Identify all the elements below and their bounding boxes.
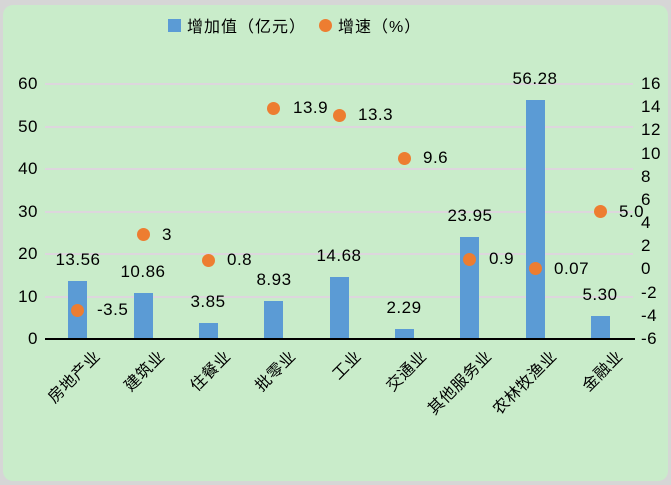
bar — [330, 277, 349, 339]
data-point — [594, 205, 607, 218]
bar-value-label: 56.28 — [512, 69, 558, 88]
y-axis-right-tick-label: -2 — [641, 282, 658, 302]
chart-legend: 增加值（亿元） 增速（%） — [168, 13, 421, 37]
point-value-label: 9.6 — [423, 148, 449, 167]
y-axis-right-tick-label: 6 — [641, 189, 651, 209]
data-point — [398, 152, 411, 165]
y-axis-left-tick-label: 40 — [18, 159, 38, 178]
y-axis-right-tick-label: 0 — [641, 259, 651, 279]
bar-value-label: 14.68 — [316, 246, 362, 265]
y-axis-right-tick-label: 12 — [641, 120, 661, 140]
y-axis-left-tick-label: 0 — [28, 329, 38, 348]
bar-value-label: 3.85 — [190, 292, 226, 311]
bar-value-label: 13.56 — [55, 250, 101, 269]
point-value-label: 5.0 — [619, 202, 645, 221]
point-value-label: 13.3 — [358, 105, 394, 124]
data-point — [267, 102, 280, 115]
y-axis-right-tick-label: 4 — [641, 213, 651, 233]
data-point — [463, 253, 476, 266]
y-axis-left-tick-label: 30 — [18, 201, 38, 221]
bar — [264, 301, 283, 339]
y-axis-right-tick-label: 10 — [641, 143, 661, 163]
y-axis-right-tick-label: 14 — [641, 97, 661, 117]
point-value-label: 0.9 — [489, 249, 515, 268]
data-point — [529, 262, 542, 275]
gridline — [45, 168, 633, 170]
point-value-label: 13.9 — [293, 98, 329, 117]
bar-series-marker-icon — [168, 18, 181, 32]
bar-value-label: 2.29 — [386, 298, 422, 317]
y-axis-left-tick-label: 20 — [18, 244, 38, 263]
point-value-label: 3 — [162, 225, 172, 244]
bar — [199, 323, 218, 339]
point-value-label: -3.5 — [97, 300, 129, 319]
y-axis-right-tick-label: 2 — [641, 236, 651, 256]
bar-value-label: 8.93 — [256, 270, 292, 289]
bar-value-label: 23.95 — [447, 206, 493, 225]
y-axis-right-tick-label: -6 — [641, 329, 658, 348]
y-axis-right-tick-label: -4 — [641, 305, 658, 325]
gridline — [45, 125, 633, 128]
bar-value-label: 5.30 — [582, 285, 618, 304]
point-value-label: 0.07 — [554, 259, 590, 278]
gridline — [45, 83, 633, 85]
bar — [591, 316, 610, 339]
data-point — [71, 304, 84, 317]
scatter-series-marker-icon — [319, 18, 333, 32]
y-axis-right-tick-label: 16 — [641, 74, 661, 93]
y-axis-left-tick-label: 10 — [18, 286, 38, 306]
y-axis-right-tick-label: 8 — [641, 166, 651, 186]
data-point — [333, 109, 346, 122]
data-point — [137, 228, 150, 241]
x-axis-line — [45, 338, 635, 340]
bar — [526, 100, 545, 339]
gridline — [45, 210, 633, 213]
data-point — [202, 254, 215, 267]
bar — [395, 329, 414, 339]
gridline — [45, 253, 633, 255]
legend-label-growth-rate: 增速（%） — [338, 19, 422, 36]
legend-item-added-value: 增加值（亿元） — [168, 13, 306, 37]
y-axis-left-tick-label: 50 — [18, 116, 38, 136]
bar — [134, 293, 153, 339]
legend-item-growth-rate: 增速（%） — [319, 13, 421, 37]
point-value-label: 0.8 — [227, 250, 253, 269]
legend-label-added-value: 增加值（亿元） — [187, 19, 307, 36]
y-axis-left-tick-label: 60 — [18, 74, 38, 93]
bar-value-label: 10.86 — [120, 262, 166, 281]
